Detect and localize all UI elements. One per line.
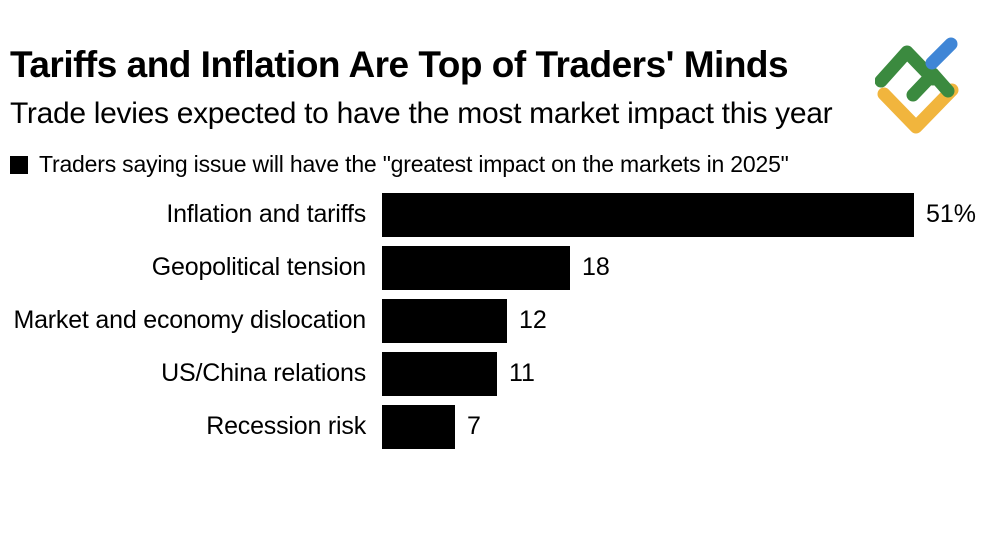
bar-value-label: 11 bbox=[509, 359, 535, 387]
category-label: Market and economy dislocation bbox=[13, 306, 366, 334]
category-label: Recession risk bbox=[206, 412, 366, 440]
bar bbox=[382, 245, 570, 290]
bar-value-label: 7 bbox=[467, 412, 481, 440]
bar-track: 12 bbox=[382, 294, 1000, 347]
bar bbox=[382, 192, 914, 237]
chart-subtitle: Trade levies expected to have the most m… bbox=[10, 97, 833, 130]
brand-logo-icon bbox=[875, 37, 959, 134]
bar bbox=[382, 404, 455, 449]
bar-track: 18 bbox=[382, 241, 1000, 294]
bar-row: US/China relations 11 bbox=[0, 347, 1000, 400]
bar-row: Inflation and tariffs 51% bbox=[0, 188, 1000, 241]
legend: Traders saying issue will have the "grea… bbox=[10, 151, 789, 178]
category-label: US/China relations bbox=[161, 359, 366, 387]
bar bbox=[382, 298, 507, 343]
bar-value-label: 12 bbox=[519, 306, 547, 334]
bar-chart: Inflation and tariffs 51% Geopolitical ten… bbox=[0, 188, 1000, 453]
bar-row: Market and economy dislocation 12 bbox=[0, 294, 1000, 347]
legend-swatch-icon bbox=[10, 155, 28, 174]
bar-track: 11 bbox=[382, 347, 1000, 400]
bar-row: Recession risk 7 bbox=[0, 400, 1000, 453]
bar-value-label: 51% bbox=[926, 200, 977, 228]
chart-title: Tariffs and Inflation Are Top of Traders… bbox=[10, 44, 789, 85]
bar-track: 51% bbox=[382, 188, 1000, 241]
category-label: Geopolitical tension bbox=[151, 253, 366, 281]
category-label: Inflation and tariffs bbox=[166, 200, 366, 228]
legend-label: Traders saying issue will have the "grea… bbox=[39, 151, 789, 177]
bar-row: Geopolitical tension 18 bbox=[0, 241, 1000, 294]
bar bbox=[382, 351, 497, 396]
bar-value-label: 18 bbox=[582, 253, 610, 281]
bar-track: 7 bbox=[382, 400, 1000, 453]
